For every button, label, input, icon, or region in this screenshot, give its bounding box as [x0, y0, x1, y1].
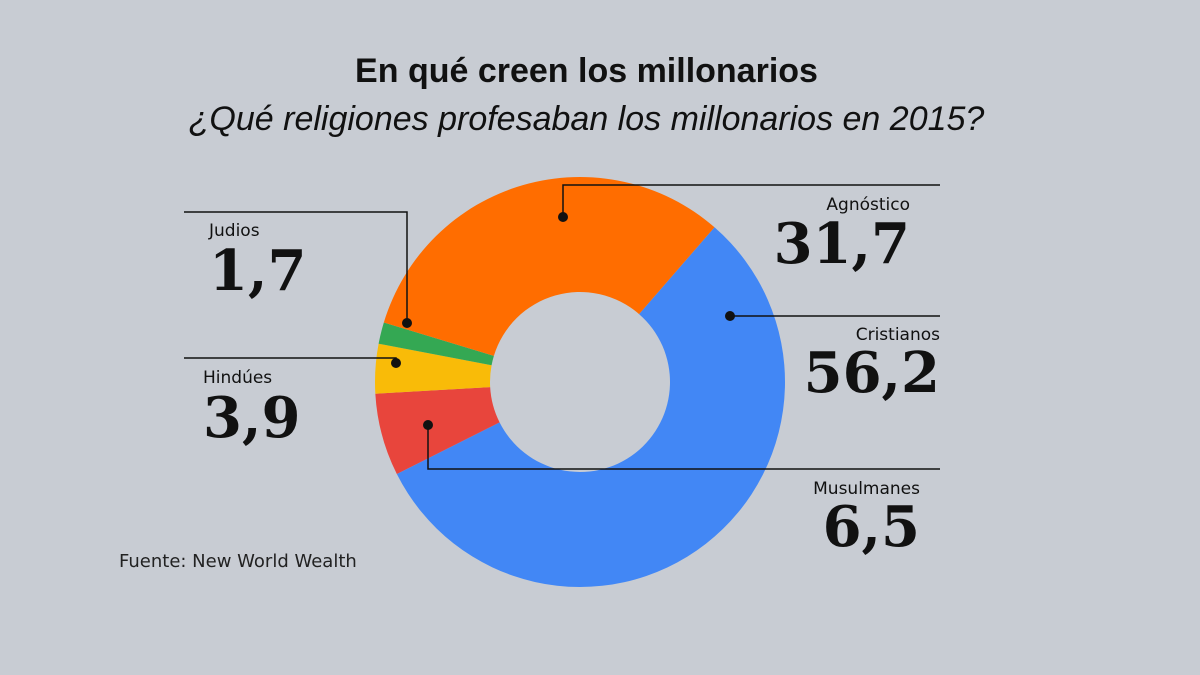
source-note: Fuente: New World Wealth — [119, 551, 357, 572]
category-label-hindúes: Hindúes — [203, 368, 272, 388]
chart-title: En qué creen los millonarios — [355, 52, 818, 90]
leader-lines — [184, 184, 940, 470]
value-label-judios: 1,7 — [209, 238, 306, 304]
category-label-musulmanes: Musulmanes — [813, 479, 920, 499]
leader-line-agnóstico — [562, 184, 940, 217]
leader-line-judios — [184, 211, 408, 323]
value-label-musulmanes: 6,5 — [823, 494, 920, 560]
slice-cristianos — [396, 227, 785, 587]
slice-judios — [378, 322, 494, 366]
leader-dot-hindúes — [391, 358, 401, 368]
leader-line-musulmanes — [427, 425, 940, 470]
slice-hindúes — [375, 343, 492, 394]
value-label-agnóstico: 31,7 — [774, 211, 910, 277]
leader-dot-musulmanes — [423, 420, 433, 430]
leader-line-hindúes — [184, 357, 397, 363]
slice-musulmanes — [375, 387, 500, 475]
leader-dot-cristianos — [725, 311, 735, 321]
leader-dot-agnóstico — [558, 212, 568, 222]
category-label-agnóstico: Agnóstico — [826, 195, 910, 215]
leader-dot-judios — [402, 318, 412, 328]
value-label-cristianos: 56,2 — [804, 340, 940, 406]
chart-subtitle: ¿Qué religiones profesaban los millonari… — [188, 100, 985, 138]
donut-slices — [375, 176, 785, 587]
category-label-cristianos: Cristianos — [856, 325, 940, 345]
value-label-hindúes: 3,9 — [203, 385, 300, 451]
category-label-judios: Judios — [208, 221, 260, 241]
slice-agnóstico — [383, 176, 715, 356]
